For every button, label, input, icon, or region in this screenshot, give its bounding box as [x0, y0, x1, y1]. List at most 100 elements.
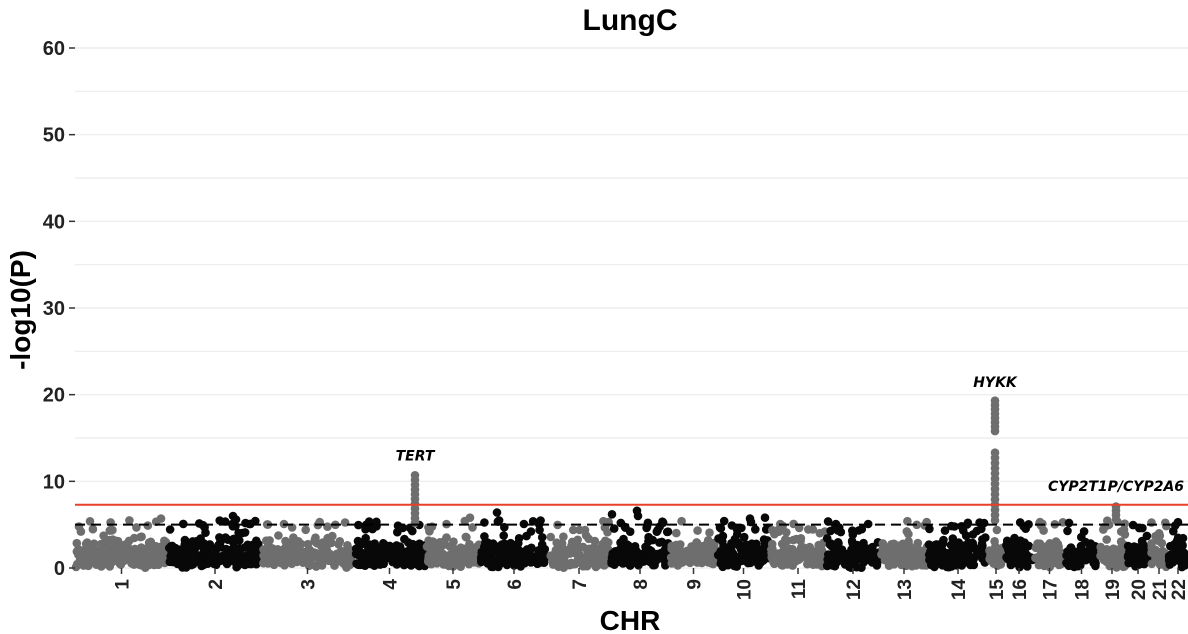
data-point [656, 548, 666, 558]
data-point [88, 556, 97, 566]
data-point [1120, 530, 1130, 539]
data-point [372, 547, 381, 556]
data-point [990, 448, 1000, 458]
y-axis: 0 10 20 30 40 50 60 [43, 38, 75, 580]
data-point [914, 552, 924, 562]
data-point [468, 523, 477, 532]
data-point [514, 538, 523, 548]
data-point [354, 547, 363, 557]
x-tick-label: 7 [570, 579, 591, 590]
data-point [559, 532, 568, 541]
data-point [815, 528, 825, 538]
data-point [508, 553, 518, 562]
data-point [568, 525, 578, 535]
data-point [160, 536, 169, 546]
data-point [1134, 560, 1143, 569]
x-tick-label: 3 [299, 579, 320, 590]
data-point [667, 559, 677, 568]
data-point [74, 522, 84, 531]
data-point [986, 551, 995, 560]
data-point [917, 560, 927, 570]
data-point [430, 540, 439, 549]
data-point [994, 560, 1003, 569]
data-point [591, 562, 601, 572]
data-point [692, 545, 701, 555]
data-point [789, 519, 798, 529]
data-point [1055, 552, 1064, 561]
data-point [799, 552, 808, 561]
data-point [154, 555, 164, 565]
data-point [584, 534, 593, 544]
x-tick-label: 14 [949, 579, 970, 601]
data-point [501, 551, 510, 561]
data-point [500, 522, 509, 532]
data-point [179, 519, 188, 529]
x-tick-label: 1 [113, 579, 134, 590]
data-point [105, 557, 114, 567]
data-point [518, 552, 527, 561]
data-point [343, 541, 352, 550]
data-point [334, 540, 343, 549]
data-point [395, 542, 405, 551]
x-tick-label: 10 [735, 579, 756, 600]
data-point [1055, 559, 1065, 568]
data-point [385, 542, 395, 551]
gene-annotations: TERT HYKK CYP2T1P/CYP2A6 [396, 375, 1185, 495]
data-point [823, 517, 833, 526]
y-axis-title: -log10(P) [5, 250, 36, 370]
data-point [240, 560, 250, 570]
data-point [165, 525, 175, 534]
y-tick-label: 0 [54, 558, 65, 580]
data-point [203, 559, 212, 568]
data-point [284, 555, 294, 565]
data-point [677, 516, 686, 526]
gene-label: CYP2T1P/CYP2A6 [1048, 479, 1184, 495]
data-point [1158, 546, 1167, 556]
data-point [201, 528, 210, 537]
data-point [157, 549, 167, 558]
data-point [408, 526, 417, 536]
data-point [214, 552, 224, 561]
data-point [1015, 559, 1024, 568]
data-point [1147, 543, 1157, 552]
data-point [188, 559, 198, 569]
y-tick-label: 50 [43, 125, 65, 147]
data-point [98, 544, 107, 554]
data-point [768, 525, 777, 535]
data-point [272, 551, 281, 561]
data-point [449, 537, 458, 546]
x-tick-label: 13 [895, 579, 916, 600]
data-point [1014, 545, 1023, 554]
data-point [85, 517, 95, 526]
data-point [317, 561, 327, 570]
data-point [536, 516, 545, 525]
data-point [301, 525, 311, 535]
data-point [748, 549, 757, 558]
data-point [499, 531, 509, 540]
data-point [229, 534, 238, 544]
data-point [137, 532, 146, 541]
data-point [1039, 526, 1048, 535]
data-point [199, 539, 209, 548]
data-point [907, 548, 916, 557]
x-tick-label: 2 [206, 579, 227, 590]
y-tick-label: 30 [43, 298, 65, 320]
data-point [903, 516, 912, 526]
data-point [537, 533, 547, 542]
data-point [759, 535, 769, 544]
data-point [782, 536, 792, 545]
data-point [567, 558, 576, 568]
data-point [926, 547, 935, 556]
data-point [494, 516, 504, 525]
data-point [939, 550, 949, 560]
data-point [364, 543, 373, 553]
data-point [399, 560, 409, 570]
data-point [643, 518, 653, 528]
data-point [814, 542, 823, 552]
data-point [1097, 549, 1106, 559]
x-tick-label: 15 [987, 579, 1008, 601]
data-point [308, 560, 317, 569]
data-point [1102, 557, 1111, 567]
data-point [751, 525, 760, 534]
data-point [925, 524, 934, 534]
